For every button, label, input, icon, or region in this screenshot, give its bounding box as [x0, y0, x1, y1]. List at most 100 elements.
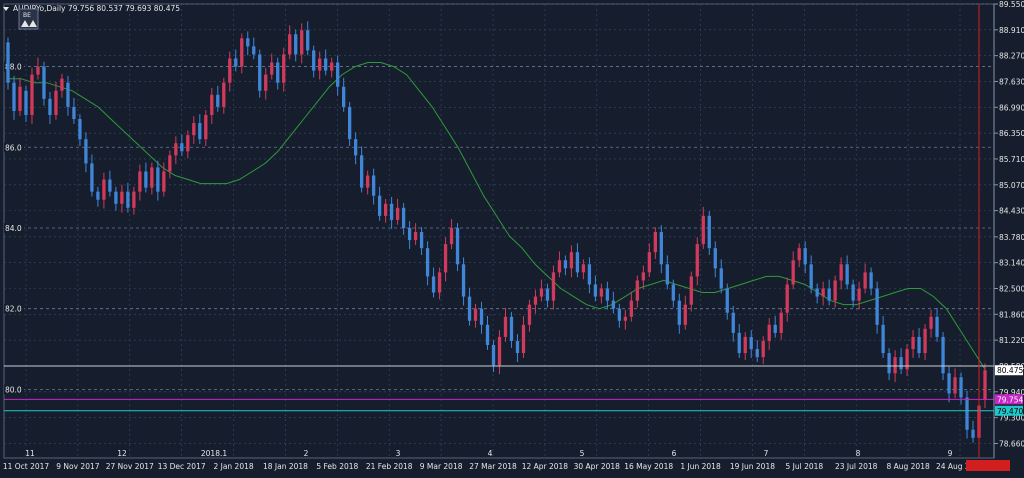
candle-body[interactable]: [635, 280, 640, 301]
candle-body[interactable]: [258, 54, 262, 91]
candle-body[interactable]: [527, 304, 532, 325]
candle-body[interactable]: [395, 207, 400, 220]
candle-body[interactable]: [12, 82, 16, 111]
candle-body[interactable]: [36, 66, 40, 75]
candle-body[interactable]: [827, 288, 831, 301]
candle-body[interactable]: [605, 288, 610, 301]
candle-body[interactable]: [168, 155, 172, 172]
candle-body[interactable]: [893, 357, 897, 374]
candle-body[interactable]: [833, 280, 837, 301]
scroll-right-icon[interactable]: [29, 20, 37, 27]
candle-body[interactable]: [359, 155, 364, 188]
candle-body[interactable]: [365, 175, 370, 188]
candle-body[interactable]: [497, 336, 502, 366]
candle-body[interactable]: [947, 373, 951, 394]
candle-body[interactable]: [881, 324, 885, 354]
candle-body[interactable]: [791, 260, 795, 285]
candle-body[interactable]: [72, 106, 76, 120]
candle-body[interactable]: [659, 232, 663, 265]
candle-body[interactable]: [246, 38, 250, 47]
candle-body[interactable]: [437, 272, 442, 293]
candle-body[interactable]: [318, 58, 322, 71]
candle-body[interactable]: [252, 46, 256, 55]
candle-body[interactable]: [647, 252, 651, 273]
candle-body[interactable]: [180, 143, 184, 152]
price-label-bg[interactable]: [995, 394, 1023, 405]
candle-body[interactable]: [923, 328, 927, 354]
candle-body[interactable]: [749, 336, 753, 350]
candle-body[interactable]: [467, 296, 472, 321]
candle-body[interactable]: [276, 62, 280, 83]
candle-body[interactable]: [138, 171, 142, 192]
candle-body[interactable]: [419, 232, 424, 249]
candle-body[interactable]: [797, 248, 801, 261]
candle-body[interactable]: [455, 227, 460, 265]
candle-body[interactable]: [228, 58, 232, 83]
candle-body[interactable]: [617, 308, 622, 321]
candle-body[interactable]: [491, 345, 496, 366]
candle-body[interactable]: [6, 42, 10, 83]
candle-body[interactable]: [54, 90, 58, 115]
candle-body[interactable]: [413, 232, 418, 241]
candle-body[interactable]: [324, 58, 328, 71]
candle-body[interactable]: [503, 316, 508, 337]
candle-body[interactable]: [473, 308, 478, 321]
candle-body[interactable]: [959, 377, 963, 398]
candle-body[interactable]: [312, 50, 316, 71]
candle-body[interactable]: [509, 316, 514, 341]
candle-body[interactable]: [761, 340, 765, 358]
candle-body[interactable]: [773, 324, 777, 333]
candle-body[interactable]: [809, 264, 813, 289]
candle-body[interactable]: [108, 179, 112, 192]
candle-body[interactable]: [240, 38, 244, 67]
candle-body[interactable]: [665, 264, 669, 285]
candle-body[interactable]: [156, 167, 160, 192]
candle-body[interactable]: [929, 316, 933, 329]
candle-body[interactable]: [719, 268, 723, 289]
candle-body[interactable]: [551, 272, 556, 301]
candle-body[interactable]: [425, 248, 430, 277]
candle-body[interactable]: [186, 135, 190, 152]
candle-body[interactable]: [210, 94, 214, 115]
candle-body[interactable]: [353, 139, 358, 156]
candle-body[interactable]: [96, 191, 100, 200]
candle-body[interactable]: [653, 232, 657, 253]
candle-body[interactable]: [587, 264, 592, 285]
candle-body[interactable]: [821, 288, 825, 297]
candle-body[interactable]: [713, 248, 717, 269]
candle-body[interactable]: [48, 98, 52, 115]
candle-body[interactable]: [623, 316, 628, 321]
candle-body[interactable]: [126, 191, 130, 208]
candle-body[interactable]: [701, 215, 705, 245]
candle-body[interactable]: [282, 54, 286, 83]
horizontal-lines[interactable]: [4, 365, 994, 412]
candle-body[interactable]: [150, 167, 154, 188]
candle-body[interactable]: [407, 227, 412, 241]
date-axis[interactable]: 11 Oct 2017 9 Nov 2017 27 Nov 2017 13 Dec 2…: [3, 460, 1010, 471]
candle-body[interactable]: [377, 195, 382, 216]
candle-body[interactable]: [533, 296, 538, 305]
candle-body[interactable]: [162, 171, 166, 192]
candle-body[interactable]: [461, 264, 466, 297]
price-label-bg[interactable]: [995, 405, 1023, 416]
candle-body[interactable]: [18, 86, 22, 111]
candle-body[interactable]: [84, 139, 88, 164]
price-label-bg[interactable]: [995, 365, 1023, 376]
candle-body[interactable]: [264, 74, 268, 91]
candle-body[interactable]: [707, 215, 711, 249]
candle-body[interactable]: [300, 30, 304, 55]
candle-body[interactable]: [755, 349, 759, 358]
candle-body[interactable]: [479, 308, 484, 325]
candle-body[interactable]: [306, 30, 310, 51]
candle-body[interactable]: [348, 106, 352, 140]
candle-body[interactable]: [342, 86, 346, 107]
candle-body[interactable]: [629, 300, 634, 317]
candle-body[interactable]: [557, 260, 562, 273]
candle-body[interactable]: [953, 377, 957, 394]
candle-body[interactable]: [941, 336, 945, 374]
candle-body[interactable]: [935, 316, 939, 337]
candle-body[interactable]: [869, 272, 873, 289]
dropdown-arrow-icon[interactable]: [3, 7, 9, 11]
candles[interactable]: [6, 21, 987, 445]
